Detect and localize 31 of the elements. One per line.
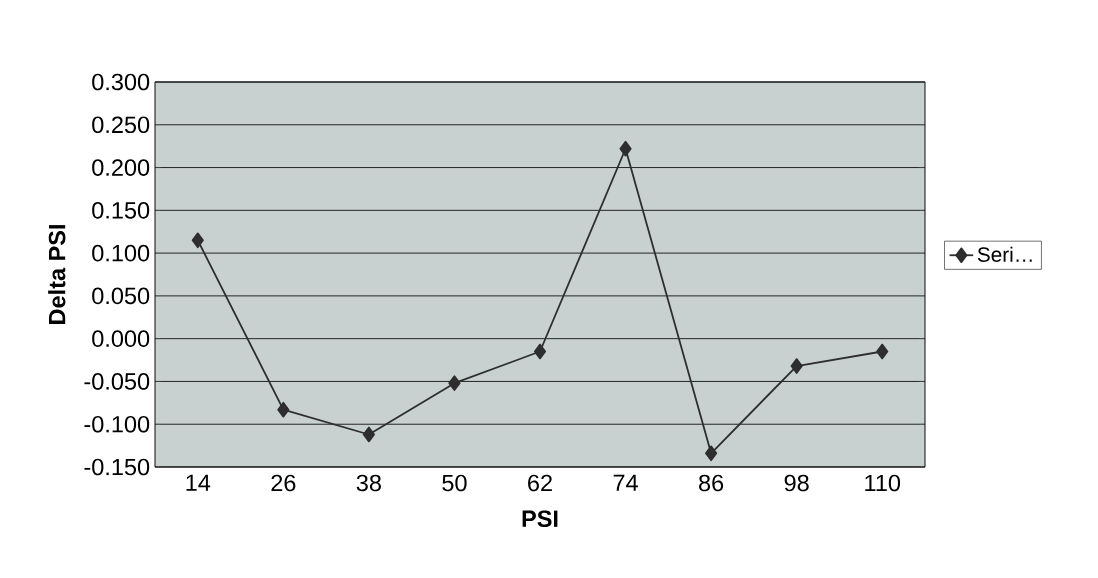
- x-tick-label: 50: [442, 474, 467, 492]
- legend-label: Seri…: [977, 246, 1032, 262]
- point: [448, 375, 461, 391]
- point: [790, 358, 803, 374]
- x-tick-label: 110: [865, 474, 901, 492]
- point: [191, 232, 204, 249]
- point: [362, 426, 375, 443]
- y-tick-label: -0.100: [84, 415, 150, 433]
- y-tick-label: 0.200: [92, 159, 150, 176]
- y-tick-label: -0.150: [84, 458, 150, 476]
- x-tick-label: 14: [186, 474, 211, 491]
- y-tick-label: 0.300: [92, 73, 150, 91]
- y-tick-label: -0.050: [84, 373, 150, 390]
- x-tick-label: 38: [356, 474, 381, 492]
- x-axis-title: PSI: [522, 510, 558, 528]
- point: [876, 343, 889, 360]
- x-tick-label: 62: [528, 474, 552, 492]
- y-tick-label: 0.250: [92, 116, 150, 134]
- x-tick-label: 98: [784, 474, 809, 492]
- y-tick-label: 0.150: [92, 202, 150, 219]
- point: [277, 401, 290, 418]
- y-axis-title: Delta PSI: [48, 225, 66, 324]
- y-tick-label: 0.050: [92, 287, 150, 305]
- x-tick-label: 86: [699, 474, 724, 492]
- x-tick-label: 74: [613, 474, 638, 491]
- point: [619, 140, 632, 157]
- x-tick-label: 26: [271, 474, 296, 492]
- y-tick-label: 0.100: [92, 244, 150, 262]
- y-tick-label: 0.000: [92, 330, 150, 347]
- point: [533, 343, 547, 360]
- point: [705, 445, 718, 462]
